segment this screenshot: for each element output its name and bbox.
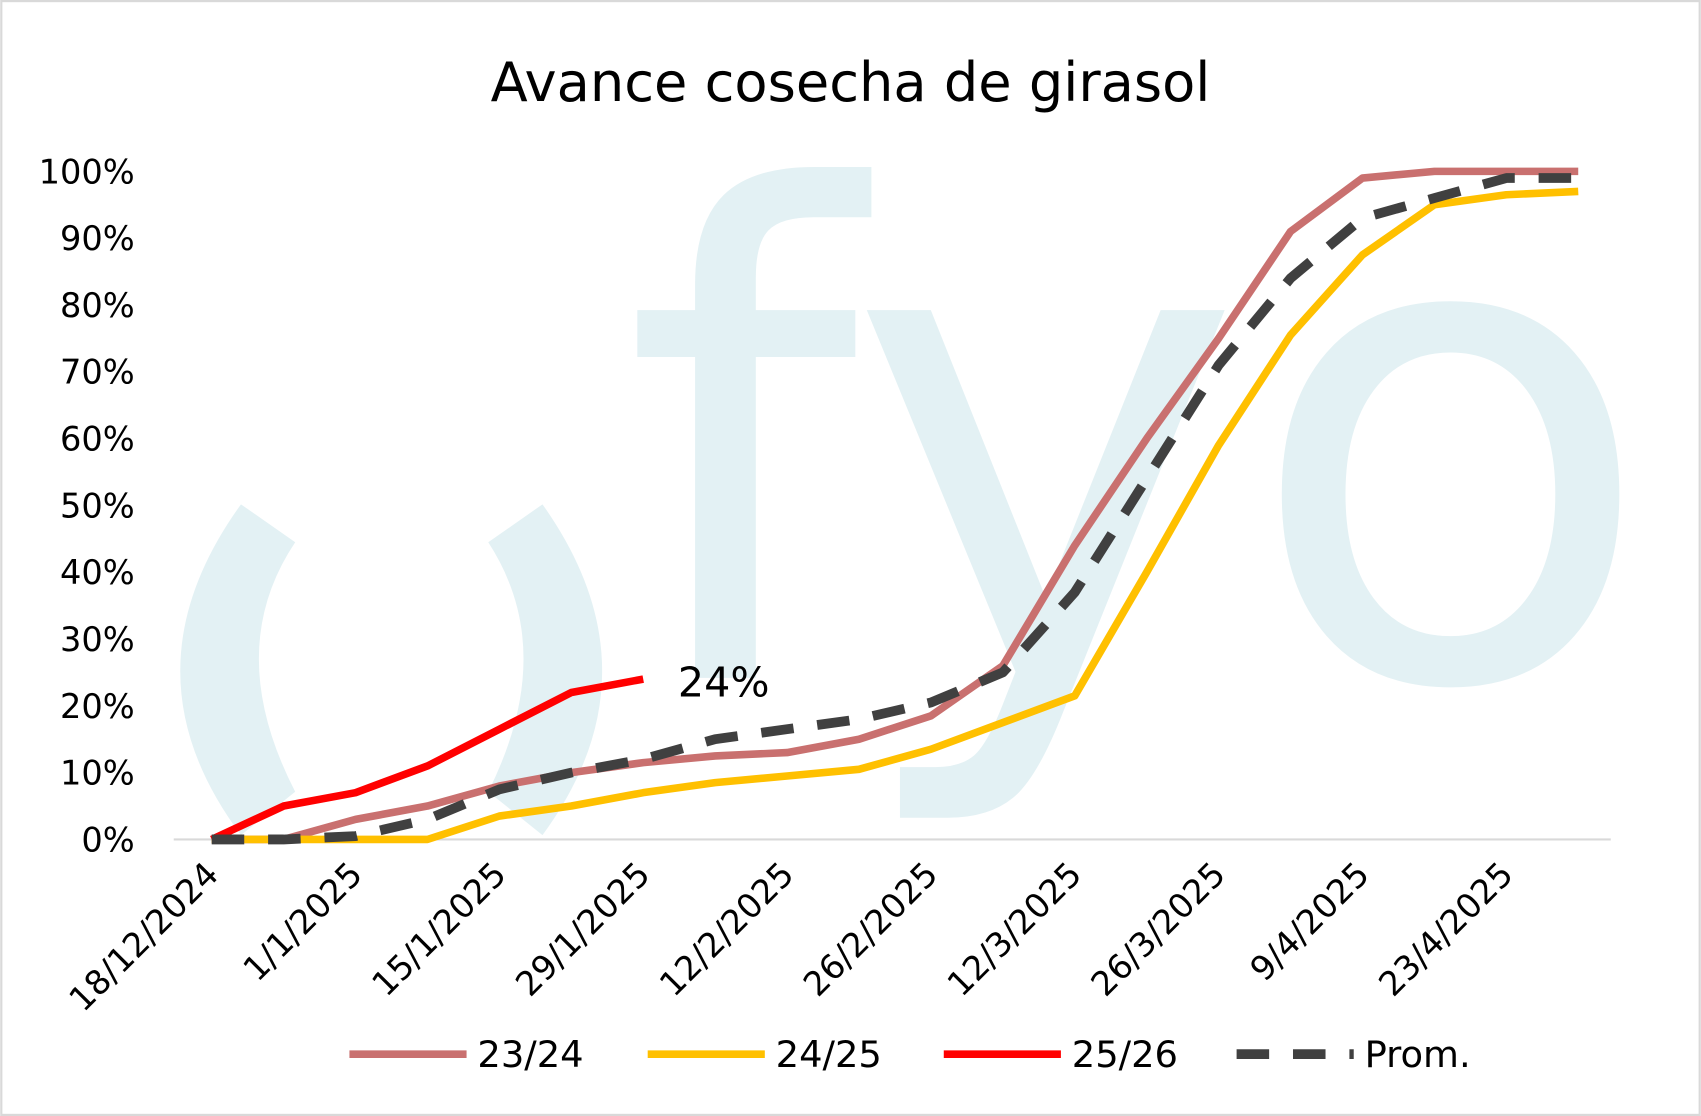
- legend-label: 23/24: [477, 1033, 583, 1076]
- y-tick-label: 40%: [60, 553, 135, 592]
- watermark-arc: [488, 504, 603, 836]
- y-tick-label: 10%: [60, 754, 135, 793]
- data-label: 24%: [678, 658, 770, 706]
- y-tick-label: 50%: [60, 486, 135, 525]
- legend-label: 25/26: [1072, 1033, 1178, 1076]
- watermark-arc: [180, 504, 296, 836]
- y-tick-label: 80%: [60, 286, 135, 325]
- y-tick-label: 100%: [39, 152, 135, 191]
- legend-label: 24/25: [776, 1033, 882, 1076]
- series-line: [211, 173, 1579, 845]
- series-line: [211, 187, 1579, 844]
- series-line: [211, 167, 1579, 844]
- y-tick-label: 60%: [60, 420, 135, 459]
- y-tick-label: 20%: [60, 687, 135, 726]
- legend-label: Prom.: [1365, 1033, 1471, 1076]
- y-tick-label: 90%: [60, 219, 135, 258]
- y-tick-label: 0%: [81, 820, 134, 859]
- y-tick-label: 30%: [60, 620, 135, 659]
- y-tick-label: 70%: [60, 353, 135, 392]
- series-line: [210, 675, 644, 843]
- chart-title: Avance cosecha de girasol: [491, 51, 1211, 114]
